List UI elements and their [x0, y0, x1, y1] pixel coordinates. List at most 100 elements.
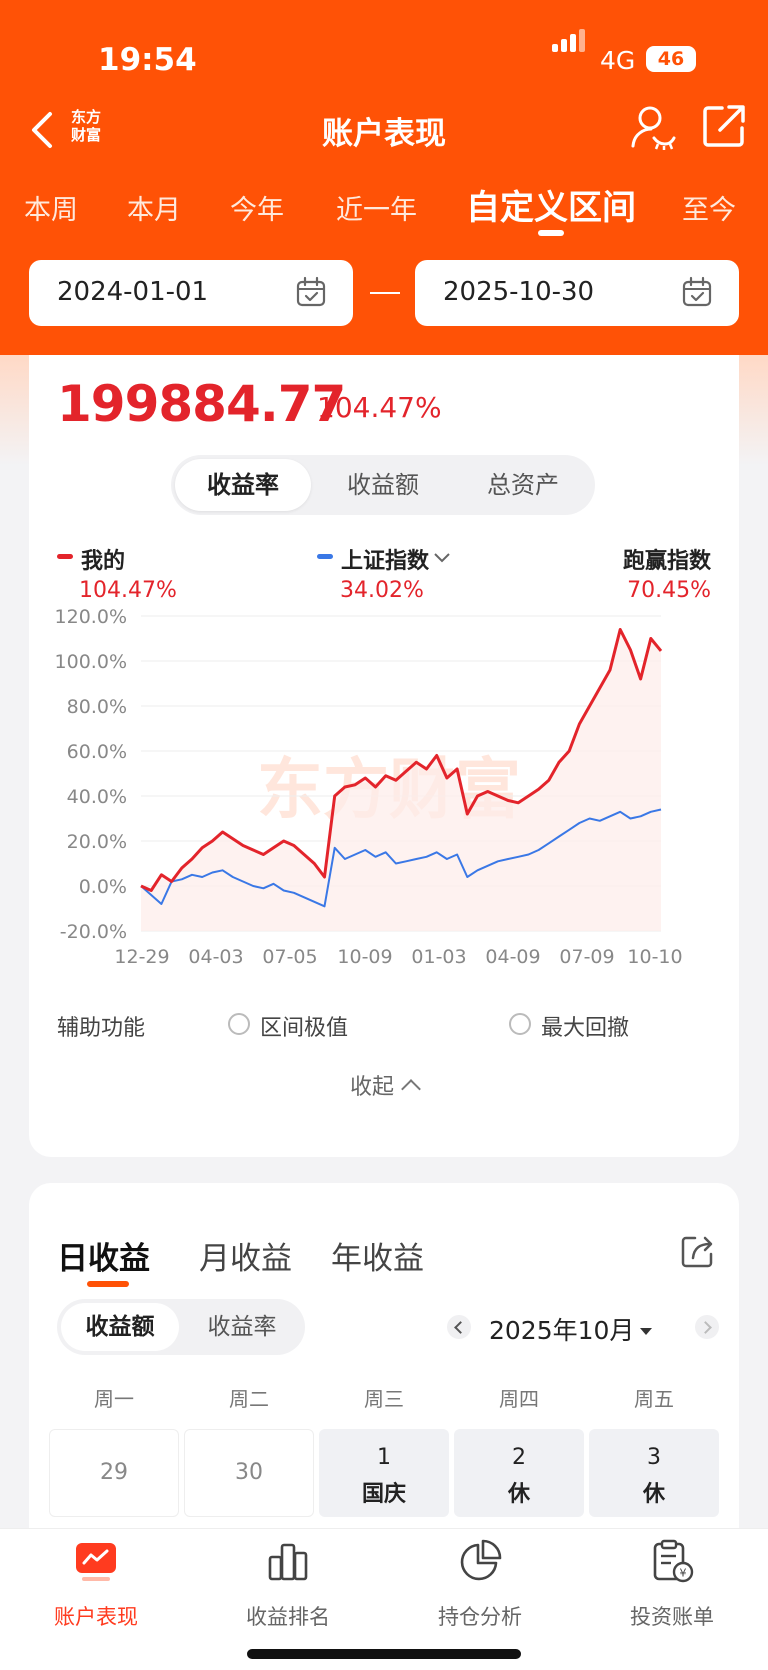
home-indicator: [247, 1649, 521, 1659]
profit-tab-indicator: [87, 1281, 129, 1287]
profit-rate-option[interactable]: 收益率: [207, 1314, 277, 1340]
calendar-day[interactable]: 1 国庆: [319, 1429, 449, 1517]
metric-return-rate[interactable]: 收益率: [175, 459, 311, 511]
legend-beat-value: 70.45%: [627, 578, 711, 603]
y-tick-label: 40.0%: [67, 786, 127, 808]
start-date-field[interactable]: 2024-01-01: [29, 260, 353, 326]
end-date-field[interactable]: 2025-10-30: [415, 260, 739, 326]
y-tick-label: 0.0%: [79, 876, 127, 898]
calendar-day[interactable]: 3 休: [589, 1429, 719, 1517]
calendar-icon: [296, 276, 326, 307]
date-range-separator: [370, 292, 400, 294]
performance-card: 199884.77 104.47% 收益率 收益额 总资产 我的 104.47%…: [29, 355, 739, 1157]
metric-total-assets[interactable]: 总资产: [487, 471, 559, 499]
tab-this-month[interactable]: 本月: [127, 195, 181, 226]
x-tick-label: 10-10: [627, 946, 682, 968]
calendar-day[interactable]: 30: [184, 1429, 314, 1517]
legend-mine-name: 我的: [81, 549, 126, 574]
svg-text:¥: ¥: [680, 1567, 687, 1580]
day-number: 3: [647, 1445, 661, 1470]
series-line-index: [140, 808, 662, 908]
page-title: 账户表现: [322, 116, 446, 152]
x-tick-label: 01-03: [411, 946, 466, 968]
x-tick-label: 04-03: [188, 946, 243, 968]
back-arrow-icon[interactable]: [24, 108, 64, 152]
battery-icon: 46: [646, 46, 696, 72]
tab-daily-profit[interactable]: 日收益: [57, 1241, 150, 1277]
nav-label: 投资账单: [630, 1605, 714, 1629]
performance-chart-icon: [76, 1543, 116, 1581]
series-line-mine: [140, 628, 663, 892]
calendar-icon: [682, 276, 712, 307]
return-chart[interactable]: 东方财富120.0%100.0%80.0%60.0%40.0%20.0%0.0%…: [29, 600, 739, 980]
weekday-thu: 周四: [499, 1387, 539, 1411]
weekday-mon: 周一: [94, 1387, 134, 1411]
metric-toggle: 收益率 收益额 总资产: [171, 455, 595, 515]
total-profit: 199884.77: [57, 375, 346, 433]
nav-profit-ranking[interactable]: 收益排名: [192, 1539, 384, 1631]
y-tick-label: -20.0%: [60, 921, 127, 943]
start-date-value: 2024-01-01: [57, 277, 209, 307]
profit-toggle: 收益额 收益率: [57, 1299, 305, 1355]
brand-logo: 东方 财富: [66, 108, 106, 148]
x-tick-label: 07-09: [559, 946, 614, 968]
range-tabs: 本周 本月 今年 近一年 自定义区间 至今: [0, 180, 768, 240]
chevron-up-icon: [401, 1079, 421, 1099]
calendar-day[interactable]: 2 休: [454, 1429, 584, 1517]
tab-last-year[interactable]: 近一年: [336, 195, 417, 226]
calendar-day[interactable]: 29: [49, 1429, 179, 1517]
radio-interval-extreme[interactable]: [228, 1013, 250, 1035]
status-time: 19:54: [98, 42, 197, 78]
ranking-bars-icon: [268, 1543, 308, 1581]
series-mine-area: [141, 629, 661, 931]
tab-to-date[interactable]: 至今: [682, 195, 736, 226]
legend-beat-name: 跑赢指数: [622, 549, 711, 574]
radio-max-drawdown[interactable]: [509, 1013, 531, 1035]
y-tick-label: 100.0%: [55, 651, 127, 673]
tab-this-week[interactable]: 本周: [24, 195, 78, 226]
metric-return-amount[interactable]: 收益额: [347, 471, 419, 499]
y-tick-label: 120.0%: [55, 606, 127, 628]
tab-monthly-profit[interactable]: 月收益: [199, 1241, 292, 1277]
x-tick-label: 07-05: [262, 946, 317, 968]
logo-line-1: 东方: [70, 108, 101, 126]
export-icon[interactable]: [679, 1233, 715, 1269]
prev-month-icon[interactable]: [447, 1315, 471, 1339]
legend-mine-value: 104.47%: [79, 578, 177, 603]
x-tick-label: 12-29: [114, 946, 169, 968]
tab-this-year[interactable]: 今年: [230, 195, 284, 226]
legend-index-name[interactable]: 上证指数: [341, 549, 430, 574]
legend-index-marker: [317, 554, 333, 559]
next-month-icon[interactable]: [695, 1315, 719, 1339]
profit-amount-option[interactable]: 收益额: [61, 1303, 179, 1351]
day-note: 国庆: [361, 1482, 406, 1507]
bill-icon: ¥: [653, 1539, 694, 1583]
y-tick-label: 20.0%: [67, 831, 127, 853]
nav-account-performance[interactable]: 账户表现: [0, 1539, 192, 1631]
helper-interval-extreme[interactable]: 区间极值: [260, 1016, 349, 1041]
collapse-button[interactable]: 收起: [29, 1069, 739, 1101]
nav-investment-bill[interactable]: ¥ 投资账单: [576, 1539, 768, 1631]
tab-yearly-profit[interactable]: 年收益: [331, 1241, 424, 1277]
total-return-pct: 104.47%: [317, 391, 442, 424]
day-number: 29: [100, 1460, 128, 1485]
day-number: 30: [235, 1460, 263, 1485]
month-selector: 2025年10月: [447, 1299, 719, 1355]
tab-custom-range[interactable]: 自定义区间: [466, 188, 636, 228]
x-tick-label: 10-09: [337, 946, 392, 968]
helper-label: 辅助功能: [57, 1016, 146, 1041]
nav-label: 持仓分析: [438, 1605, 522, 1629]
logo-line-2: 财富: [70, 126, 101, 144]
helper-max-drawdown[interactable]: 最大回撤: [541, 1016, 630, 1041]
network-label: 4G: [600, 46, 636, 75]
month-dropdown[interactable]: 2025年10月: [489, 1311, 653, 1347]
privacy-person-icon[interactable]: [630, 104, 676, 150]
caret-down-icon: [640, 1328, 653, 1335]
nav-holding-analysis[interactable]: 持仓分析: [384, 1539, 576, 1631]
bottom-nav: 账户表现 收益排名 持仓分析 ¥ 投资账单: [0, 1528, 768, 1670]
tab-active-indicator: [538, 230, 564, 236]
day-number: 2: [512, 1445, 526, 1470]
share-icon[interactable]: [702, 104, 746, 148]
day-number: 1: [377, 1445, 391, 1470]
chevron-down-icon[interactable]: [432, 551, 452, 565]
